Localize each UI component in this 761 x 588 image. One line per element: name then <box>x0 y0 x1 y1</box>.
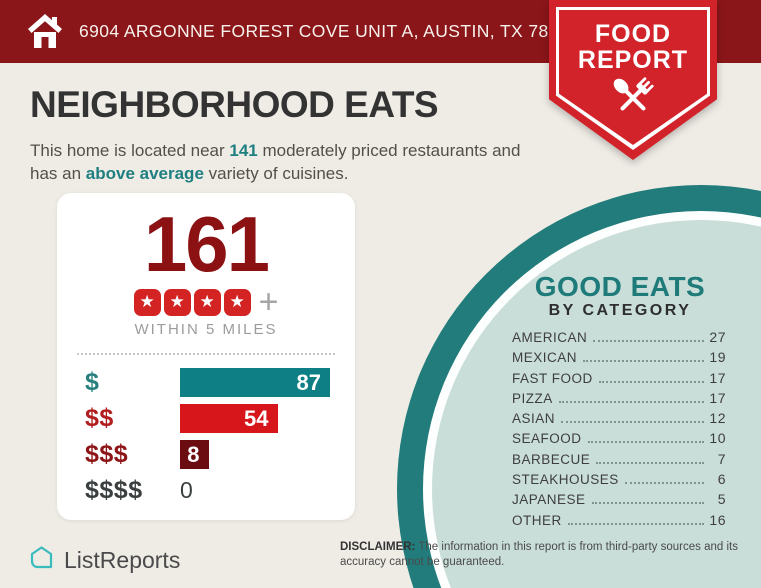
category-label: JAPANESE <box>512 492 586 508</box>
intro-post: variety of cuisines. <box>203 164 349 184</box>
category-row: STEAKHOUSES 6 <box>512 471 726 491</box>
price-tier-bar-chart: $87 $$ 54 $$$ 8 $$$$ 0 <box>57 368 355 505</box>
disclaimer-label: DISCLAIMER: <box>340 541 416 553</box>
disclaimer: DISCLAIMER: The information in this repo… <box>340 540 748 571</box>
crossed-spoon-fork-icon <box>603 73 663 128</box>
badge-line1: FOOD <box>594 20 672 48</box>
bar-value: 87 <box>296 369 321 395</box>
dotted-leader <box>598 380 704 383</box>
bar-fill: 87 <box>180 368 330 398</box>
category-count: 17 <box>709 369 726 386</box>
badge-line2: REPORT <box>577 46 689 75</box>
category-count: 16 <box>709 511 726 528</box>
dotted-leader <box>593 340 704 342</box>
dotted-divider <box>77 353 335 356</box>
category-count: 12 <box>709 410 726 427</box>
bar-track: 54 <box>180 404 330 434</box>
category-circle <box>397 185 761 588</box>
bar-track: 8 <box>180 440 330 470</box>
intro-pre: This home is located near <box>30 141 230 160</box>
by-category-subtitle: BY CATEGORY <box>548 302 692 319</box>
price-tier-label: $$ <box>85 404 114 433</box>
dotted-leader <box>567 522 704 525</box>
category-count: 27 <box>709 329 726 345</box>
dotted-leader <box>587 441 704 444</box>
intro-text: This home is located near 141 moderately… <box>30 139 542 186</box>
listreports-logo: ListReports <box>28 544 180 576</box>
bar-value: 8 <box>187 441 200 467</box>
category-row: MEXICAN 19 <box>512 349 726 369</box>
category-count: 6 <box>717 471 726 488</box>
listreports-house-icon <box>28 544 55 576</box>
variety-highlight: above average <box>85 164 204 184</box>
price-bar-row: $$$$ 0 <box>57 476 355 505</box>
bar-track: 87 <box>180 368 330 398</box>
category-row: OTHER 16 <box>512 512 726 532</box>
category-count: 19 <box>709 349 726 366</box>
category-row: SEAFOOD 10 <box>512 430 726 450</box>
category-row: JAPANESE 5 <box>512 491 726 511</box>
price-tier-label: $$$$ <box>85 476 143 505</box>
price-bar-row: $$$ 8 <box>57 440 355 470</box>
category-row: PIZZA 17 <box>512 390 726 410</box>
dotted-leader <box>561 421 704 424</box>
property-address: 6904 ARGONNE FOREST COVE UNIT A, AUSTIN,… <box>79 21 580 41</box>
bar-fill: 8 <box>180 440 209 470</box>
page-title: NEIGHBORHOOD EATS <box>30 84 439 125</box>
price-bar-row: $87 <box>57 368 355 398</box>
restaurant-count-highlight: 141 <box>229 141 258 160</box>
disclaimer-text: The information in this report is from t… <box>340 541 738 569</box>
bar-track: 0 <box>180 476 330 505</box>
star-icon: ★ <box>193 289 221 317</box>
restaurant-count: 161 <box>143 200 270 288</box>
category-label: STEAKHOUSES <box>512 472 619 488</box>
category-label: OTHER <box>512 512 562 528</box>
category-row: ASIAN 12 <box>512 410 726 430</box>
listreports-wordmark: ListReports <box>64 546 181 573</box>
category-count: 10 <box>709 430 726 447</box>
category-label: PIZZA <box>512 390 553 406</box>
dotted-leader <box>596 461 704 464</box>
category-label: ASIAN <box>512 411 556 427</box>
restaurant-stats-card: 161 ★ ★ ★ ★ + WITHIN 5 MILES $87 $$ 54 $$$ 8 $$$… <box>57 193 355 520</box>
star-rating: ★ ★ ★ ★ + <box>57 283 355 321</box>
star-icon: ★ <box>133 289 161 317</box>
plus-sign: + <box>258 283 279 321</box>
star-icon: ★ <box>163 289 191 317</box>
good-eats-title: GOOD EATS <box>534 271 706 302</box>
category-label: AMERICAN <box>512 330 588 345</box>
star-icon: ★ <box>223 289 251 317</box>
category-row: AMERICAN 27 <box>512 329 726 349</box>
category-count: 5 <box>717 491 726 508</box>
bar-value: 0 <box>180 477 193 504</box>
house-icon <box>26 12 64 52</box>
food-report-badge: FOOD REPORT <box>549 0 717 160</box>
category-count: 7 <box>717 450 726 467</box>
intro-mid: moderately priced restaurants and has an <box>30 141 521 184</box>
badge-title: FOOD REPORT <box>549 21 717 74</box>
bar-value: 54 <box>244 405 269 431</box>
price-tier-label: $$$ <box>85 440 129 469</box>
category-label: FAST FOOD <box>512 370 593 386</box>
category-label: BARBECUE <box>512 451 591 467</box>
radius-label: WITHIN 5 MILES <box>134 321 278 339</box>
dotted-leader <box>558 400 704 403</box>
dotted-leader <box>624 482 704 485</box>
price-bar-row: $$ 54 <box>57 404 355 434</box>
category-row: BARBECUE 7 <box>512 451 726 471</box>
dotted-leader <box>591 502 704 505</box>
category-row: FAST FOOD 17 <box>512 370 726 390</box>
category-label: SEAFOOD <box>512 431 582 447</box>
category-list: AMERICAN 27 MEXICAN 19 FAST FOOD 17 PIZZA 17 ASI… <box>512 329 726 532</box>
bar-fill: 54 <box>180 404 278 434</box>
dotted-leader <box>583 360 704 363</box>
category-label: MEXICAN <box>512 350 578 366</box>
category-count: 17 <box>709 389 726 406</box>
price-tier-label: $ <box>85 368 100 397</box>
